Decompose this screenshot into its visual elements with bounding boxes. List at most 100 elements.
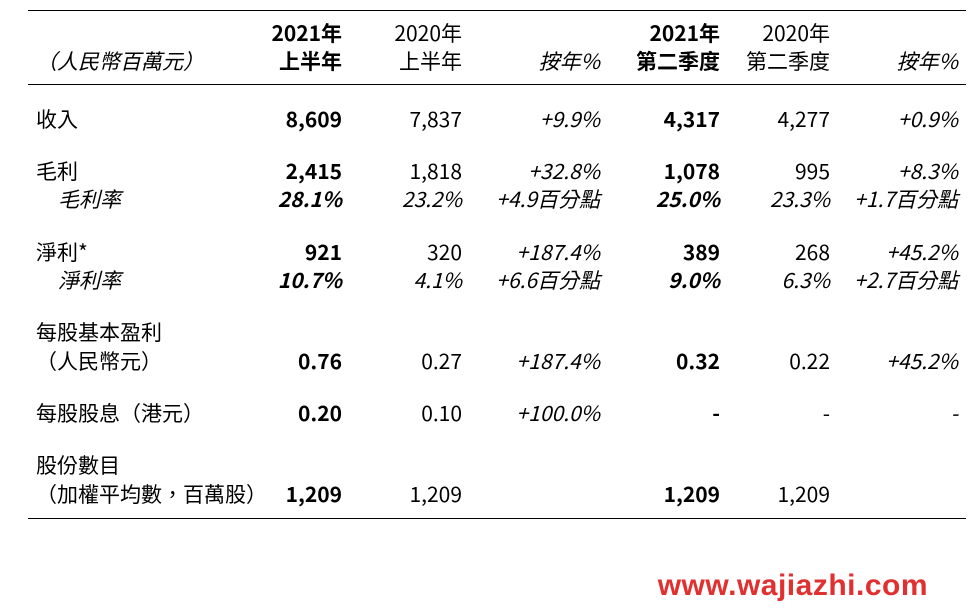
watermark-text: www.wajiazhi.com (658, 569, 928, 603)
cell: 0.32 (608, 347, 728, 375)
cell: 8,609 (230, 84, 350, 133)
cell: 1,209 (728, 480, 838, 519)
cell (838, 480, 966, 519)
cell: 1,078 (608, 133, 728, 185)
cell: 2,415 (230, 133, 350, 185)
hc4-l2: 第二季度 (636, 46, 720, 76)
cell: +4.9百分點 (470, 185, 608, 213)
cell: 921 (230, 214, 350, 266)
cell (608, 294, 728, 346)
cell (728, 427, 838, 479)
row-shares-label1: 股份數目 (28, 427, 966, 479)
cell: 4.1% (350, 266, 470, 294)
cell-label: （人民幣元） (28, 347, 230, 375)
row-gross-profit: 毛利 2,415 1,818 +32.8% 1,078 995 +8.3% (28, 133, 966, 185)
cell: 995 (728, 133, 838, 185)
row-net-profit: 淨利* 921 320 +187.4% 389 268 +45.2% (28, 214, 966, 266)
cell: 4,277 (728, 84, 838, 133)
cell: 28.1% (230, 185, 350, 213)
cell (230, 427, 350, 479)
cell (470, 294, 608, 346)
cell: 25.0% (608, 185, 728, 213)
row-shares: （加權平均數，百萬股） 1,209 1,209 1,209 1,209 (28, 480, 966, 519)
row-gross-margin: 毛利率 28.1% 23.2% +4.9百分點 25.0% 23.3% +1.7… (28, 185, 966, 213)
row-dps: 每股股息（港元） 0.20 0.10 +100.0% - - - (28, 375, 966, 427)
cell: 0.20 (230, 375, 350, 427)
cell: +45.2% (838, 214, 966, 266)
cell (470, 427, 608, 479)
hc2-l2: 上半年 (399, 46, 462, 76)
cell: 6.3% (728, 266, 838, 294)
cell: - (608, 375, 728, 427)
hc3: 按年% (539, 46, 600, 76)
header-col-2021h1: 2021年 上半年 (230, 11, 350, 85)
header-unit-text: （人民幣百萬元） (36, 46, 204, 76)
cell (350, 294, 470, 346)
hc1-l2: 上半年 (279, 46, 342, 76)
cell: - (838, 375, 966, 427)
table-header: （人民幣百萬元） 2021年 上半年 2020年 上半年 按年% 2021年 第… (28, 11, 966, 85)
cell: 0.22 (728, 347, 838, 375)
cell: +0.9% (838, 84, 966, 133)
cell: 1,209 (350, 480, 470, 519)
header-col-2021q2: 2021年 第二季度 (608, 11, 728, 85)
cell: 7,837 (350, 84, 470, 133)
cell: +9.9% (470, 84, 608, 133)
cell-label: 毛利率 (28, 185, 230, 213)
hc2-l1: 2020年 (394, 18, 462, 48)
hc5-l2: 第二季度 (746, 46, 830, 76)
cell-label: （加權平均數，百萬股） (28, 480, 230, 519)
cell: - (728, 375, 838, 427)
cell-label: 每股基本盈利 (28, 294, 230, 346)
cell: 320 (350, 214, 470, 266)
row-revenue: 收入 8,609 7,837 +9.9% 4,317 4,277 +0.9% (28, 84, 966, 133)
cell: 389 (608, 214, 728, 266)
hc5-l1: 2020年 (762, 18, 830, 48)
cell: 9.0% (608, 266, 728, 294)
cell: +187.4% (470, 347, 608, 375)
header-col-q2yoy: 按年% (838, 11, 966, 85)
cell: +6.6百分點 (470, 266, 608, 294)
cell (838, 427, 966, 479)
financial-table: （人民幣百萬元） 2021年 上半年 2020年 上半年 按年% 2021年 第… (28, 10, 966, 519)
cell: 1,818 (350, 133, 470, 185)
cell-label: 淨利* (28, 214, 230, 266)
cell: 0.27 (350, 347, 470, 375)
header-unit-label: （人民幣百萬元） (28, 11, 230, 85)
cell (608, 427, 728, 479)
cell-label: 每股股息（港元） (28, 375, 230, 427)
cell: +32.8% (470, 133, 608, 185)
row-eps: （人民幣元） 0.76 0.27 +187.4% 0.32 0.22 +45.2… (28, 347, 966, 375)
header-col-2020q2: 2020年 第二季度 (728, 11, 838, 85)
cell: +8.3% (838, 133, 966, 185)
cell: 10.7% (230, 266, 350, 294)
cell-label: 淨利率 (28, 266, 230, 294)
cell-label: 收入 (28, 84, 230, 133)
cell: 23.2% (350, 185, 470, 213)
cell-label: 股份數目 (28, 427, 230, 479)
cell: +187.4% (470, 214, 608, 266)
hc6: 按年% (897, 46, 958, 76)
cell: 0.10 (350, 375, 470, 427)
cell: 0.76 (230, 347, 350, 375)
cell: +45.2% (838, 347, 966, 375)
table-container: （人民幣百萬元） 2021年 上半年 2020年 上半年 按年% 2021年 第… (0, 0, 978, 519)
row-eps-label1: 每股基本盈利 (28, 294, 966, 346)
cell: +100.0% (470, 375, 608, 427)
cell-label: 毛利 (28, 133, 230, 185)
cell (838, 294, 966, 346)
cell: +2.7百分點 (838, 266, 966, 294)
cell: 4,317 (608, 84, 728, 133)
cell: +1.7百分點 (838, 185, 966, 213)
cell (470, 480, 608, 519)
cell: 1,209 (608, 480, 728, 519)
cell (728, 294, 838, 346)
header-col-h1yoy: 按年% (470, 11, 608, 85)
hc1-l1: 2021年 (271, 18, 342, 48)
cell: 268 (728, 214, 838, 266)
cell (350, 427, 470, 479)
cell: 23.3% (728, 185, 838, 213)
row-net-margin: 淨利率 10.7% 4.1% +6.6百分點 9.0% 6.3% +2.7百分點 (28, 266, 966, 294)
hc4-l1: 2021年 (649, 18, 720, 48)
cell (230, 294, 350, 346)
